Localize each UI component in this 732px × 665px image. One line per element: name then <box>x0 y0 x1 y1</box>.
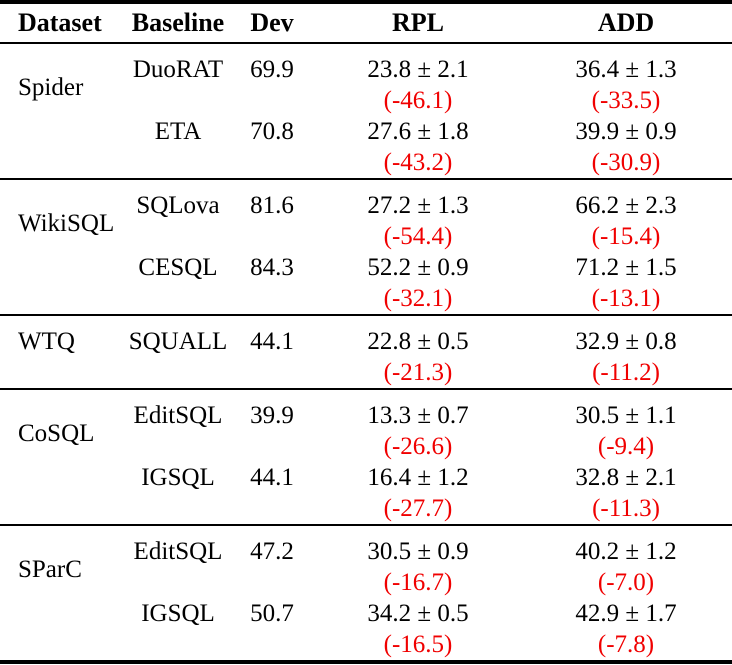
dev-cell: 50.7 <box>250 600 294 627</box>
dev-cell: 44.1 <box>228 314 316 389</box>
dev-cell: 84.3 <box>250 254 294 281</box>
rpl-value: 16.4 ± 1.2 <box>367 464 469 491</box>
add-delta: (-11.2) <box>592 359 660 386</box>
rpl-delta: (-16.7) <box>383 569 453 596</box>
dataset-cell: Spider <box>0 42 128 179</box>
rpl-value: 22.8 ± 0.5 <box>367 328 469 355</box>
add-delta: (-33.5) <box>591 87 661 114</box>
baseline-cell: SQUALL <box>128 314 228 389</box>
dataset-cell: SParC <box>0 524 128 662</box>
table-row: WikiSQL SQLova 81.6 27.2 ± 1.3 (-54.4) 66.2 ±… <box>0 178 732 315</box>
rpl-cell: 16.4 ± 1.2 (-27.7) <box>316 462 520 525</box>
rpl-cell: 27.2 ± 1.3 (-54.4) <box>316 178 520 252</box>
header-row: Dataset Baseline Dev RPL ADD <box>0 2 732 44</box>
dev-cell: 39.9 <box>228 388 316 462</box>
baseline-cell: IGSQL <box>141 600 215 627</box>
add-delta: (-9.4) <box>597 433 655 460</box>
rpl-delta: (-16.5) <box>383 631 453 658</box>
dev-cell: 70.8 <box>250 118 294 145</box>
dataset-cell: WTQ <box>0 314 128 389</box>
table-header: Dataset Baseline Dev RPL ADD <box>0 2 732 44</box>
add-value: 42.9 ± 1.7 <box>575 600 677 627</box>
add-value: 66.2 ± 2.3 <box>575 192 677 219</box>
add-value: 32.9 ± 0.8 <box>575 328 677 355</box>
column-header-rpl: RPL <box>316 2 520 44</box>
add-cell: 71.2 ± 1.5 (-13.1) <box>520 252 732 315</box>
column-header-baseline: Baseline <box>128 2 228 44</box>
rpl-value: 27.6 ± 1.8 <box>367 118 469 145</box>
rpl-cell: 52.2 ± 0.9 (-32.1) <box>316 252 520 315</box>
add-cell: 39.9 ± 0.9 (-30.9) <box>520 116 732 179</box>
dev-cell: 44.1 <box>250 464 294 491</box>
rpl-value: 52.2 ± 0.9 <box>367 254 469 281</box>
rpl-value: 23.8 ± 2.1 <box>367 56 469 83</box>
rpl-delta: (-46.1) <box>383 87 453 114</box>
baseline-cell: EditSQL <box>128 524 228 598</box>
column-header-dataset: Dataset <box>0 2 128 44</box>
baseline-cell: IGSQL <box>141 464 215 491</box>
table-row: CESQL 84.3 52.2 ± 0.9 (-32.1) 71.2 ± 1.5 (-13… <box>0 252 732 315</box>
rpl-value: 34.2 ± 0.5 <box>367 600 469 627</box>
add-cell: 66.2 ± 2.3 (-15.4) <box>520 178 732 252</box>
table-row: IGSQL 44.1 16.4 ± 1.2 (-27.7) 32.8 ± 2.1 (-11… <box>0 462 732 525</box>
add-value: 32.8 ± 2.1 <box>575 464 677 491</box>
add-delta: (-7.8) <box>597 631 655 658</box>
column-header-dev: Dev <box>228 2 316 44</box>
rpl-delta: (-32.1) <box>383 285 453 312</box>
baseline-cell: DuoRAT <box>128 42 228 116</box>
baseline-cell: ETA <box>154 118 202 145</box>
rpl-cell: 23.8 ± 2.1 (-46.1) <box>316 42 520 116</box>
add-value: 30.5 ± 1.1 <box>575 402 677 429</box>
rpl-delta: (-27.7) <box>383 495 453 522</box>
add-delta: (-13.1) <box>591 285 661 312</box>
rpl-delta: (-26.6) <box>383 433 453 460</box>
rpl-delta: (-43.2) <box>383 149 453 176</box>
rpl-delta: (-21.3) <box>383 359 453 386</box>
rpl-cell: 30.5 ± 0.9 (-16.7) <box>316 524 520 598</box>
add-cell: 42.9 ± 1.7 (-7.8) <box>520 598 732 662</box>
add-value: 39.9 ± 0.9 <box>575 118 677 145</box>
table-row: IGSQL 50.7 34.2 ± 0.5 (-16.5) 42.9 ± 1.7 (-7.… <box>0 598 732 662</box>
dataset-cell: CoSQL <box>0 388 128 525</box>
rpl-cell: 22.8 ± 0.5 (-21.3) <box>316 314 520 389</box>
baseline-cell: EditSQL <box>128 388 228 462</box>
baseline-cell: SQLova <box>128 178 228 252</box>
rpl-cell: 34.2 ± 0.5 (-16.5) <box>316 598 520 662</box>
dev-cell: 47.2 <box>228 524 316 598</box>
baseline-cell: CESQL <box>138 254 218 281</box>
add-cell: 32.8 ± 2.1 (-11.3) <box>520 462 732 525</box>
dev-cell: 69.9 <box>228 42 316 116</box>
add-delta: (-11.3) <box>592 495 660 522</box>
add-delta: (-7.0) <box>597 569 655 596</box>
rpl-delta: (-54.4) <box>383 223 453 250</box>
rpl-value: 13.3 ± 0.7 <box>367 402 469 429</box>
add-delta: (-30.9) <box>591 149 661 176</box>
dev-cell: 81.6 <box>228 178 316 252</box>
table-row: WTQ SQUALL 44.1 22.8 ± 0.5 (-21.3) 32.9 ± 0.8… <box>0 314 732 389</box>
rpl-value: 30.5 ± 0.9 <box>367 538 469 565</box>
rpl-value: 27.2 ± 1.3 <box>367 192 469 219</box>
rpl-cell: 27.6 ± 1.8 (-43.2) <box>316 116 520 179</box>
table-row: CoSQL EditSQL 39.9 13.3 ± 0.7 (-26.6) 30.5 ± … <box>0 388 732 525</box>
table-row: Spider DuoRAT 69.9 23.8 ± 2.1 (-46.1) 36.4 ± … <box>0 42 732 179</box>
add-cell: 40.2 ± 1.2 (-7.0) <box>520 524 732 598</box>
rpl-cell: 13.3 ± 0.7 (-26.6) <box>316 388 520 462</box>
dataset-cell: WikiSQL <box>0 178 128 315</box>
add-value: 40.2 ± 1.2 <box>575 538 677 565</box>
add-cell: 30.5 ± 1.1 (-9.4) <box>520 388 732 462</box>
add-cell: 32.9 ± 0.8 (-11.2) <box>520 314 732 389</box>
add-delta: (-15.4) <box>591 223 661 250</box>
column-header-add: ADD <box>520 2 732 44</box>
add-value: 71.2 ± 1.5 <box>575 254 677 281</box>
table-row: ETA 70.8 27.6 ± 1.8 (-43.2) 39.9 ± 0.9 (-30.9… <box>0 116 732 179</box>
add-value: 36.4 ± 1.3 <box>575 56 677 83</box>
results-table-body: Spider DuoRAT 69.9 23.8 ± 2.1 (-46.1) 36.4 ± … <box>0 42 732 662</box>
add-cell: 36.4 ± 1.3 (-33.5) <box>520 42 732 116</box>
table-row: SParC EditSQL 47.2 30.5 ± 0.9 (-16.7) 40.2 ± … <box>0 524 732 662</box>
